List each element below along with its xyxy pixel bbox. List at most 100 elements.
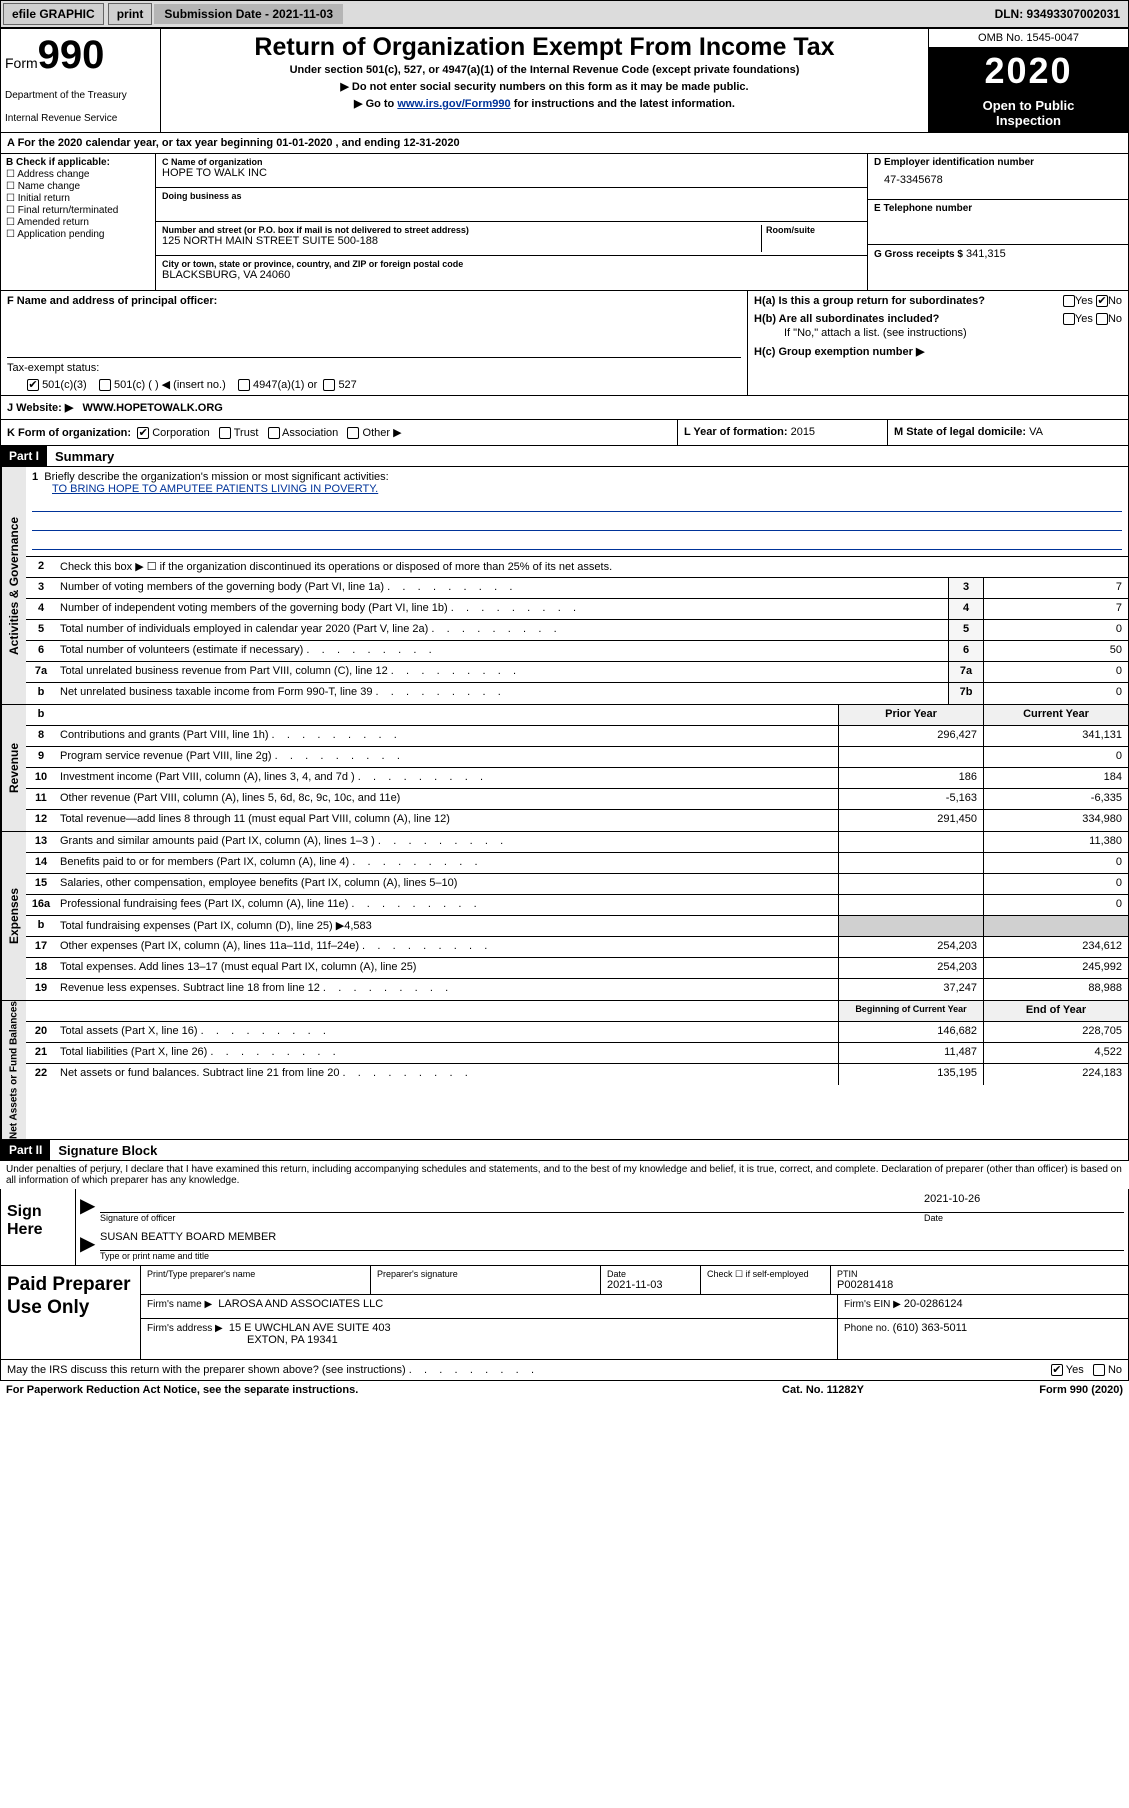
line5: 5 Total number of individuals employed i…: [26, 620, 1128, 641]
v14c: 0: [983, 853, 1128, 873]
footer: For Paperwork Reduction Act Notice, see …: [0, 1381, 1129, 1399]
chk-association[interactable]: [268, 427, 280, 439]
col-c-org-info: C Name of organization HOPE TO WALK INC …: [156, 154, 868, 290]
irs-label: Internal Revenue Service: [5, 113, 156, 124]
v13c: 11,380: [983, 832, 1128, 852]
discuss-no[interactable]: [1093, 1364, 1105, 1376]
chk-amended[interactable]: ☐ Amended return: [6, 217, 150, 228]
paid-row3: Firm's address ▶ 15 E UWCHLAN AVE SUITE …: [141, 1319, 1128, 1359]
footer-left: For Paperwork Reduction Act Notice, see …: [6, 1384, 723, 1396]
hb-yes[interactable]: [1063, 313, 1075, 325]
line22: 22 Net assets or fund balances. Subtract…: [26, 1064, 1128, 1085]
beg-year-hdr: Beginning of Current Year: [838, 1001, 983, 1021]
v10p: 186: [838, 768, 983, 788]
chk-527[interactable]: [323, 379, 335, 391]
v21c: 4,522: [983, 1043, 1128, 1063]
line6: 6 Total number of volunteers (estimate i…: [26, 641, 1128, 662]
current-year-hdr: Current Year: [983, 705, 1128, 725]
line17: 17 Other expenses (Part IX, column (A), …: [26, 937, 1128, 958]
v17c: 234,612: [983, 937, 1128, 957]
v20c: 228,705: [983, 1022, 1128, 1042]
line12: 12 Total revenue—add lines 8 through 11 …: [26, 810, 1128, 831]
line10: 10 Investment income (Part VIII, column …: [26, 768, 1128, 789]
website-value: WWW.HOPETOWALK.ORG: [83, 402, 223, 414]
n17: 17: [26, 937, 56, 957]
chk-501c[interactable]: [99, 379, 111, 391]
v4: 7: [983, 599, 1128, 619]
chk-name-change[interactable]: ☐ Name change: [6, 181, 150, 192]
hb-no[interactable]: [1096, 313, 1108, 325]
discuss-yes[interactable]: [1051, 1364, 1063, 1376]
line14: 14 Benefits paid to or for members (Part…: [26, 853, 1128, 874]
row-a-tax-year: A For the 2020 calendar year, or tax yea…: [0, 133, 1129, 154]
ha-row: H(a) Is this a group return for subordin…: [754, 295, 1122, 307]
paid-body: Print/Type preparer's name Preparer's si…: [141, 1266, 1128, 1359]
section-fh: F Name and address of principal officer:…: [0, 291, 1129, 396]
footer-mid: Cat. No. 11282Y: [723, 1384, 923, 1396]
chk-corporation[interactable]: [137, 427, 149, 439]
l14-text: Benefits paid to or for members (Part IX…: [56, 853, 838, 873]
ein-lbl: D Employer identification number: [874, 157, 1122, 168]
yes-lbl2: Yes: [1075, 313, 1093, 325]
chk-address-change[interactable]: ☐ Address change: [6, 169, 150, 180]
line13: 13 Grants and similar amounts paid (Part…: [26, 832, 1128, 853]
line15: 15 Salaries, other compensation, employe…: [26, 874, 1128, 895]
l10-text: Investment income (Part VIII, column (A)…: [56, 768, 838, 788]
l6-text: Total number of volunteers (estimate if …: [56, 641, 948, 661]
chk-application-pending[interactable]: ☐ Application pending: [6, 229, 150, 240]
submission-date: Submission Date - 2021-11-03: [154, 4, 343, 24]
header-center: Return of Organization Exempt From Incom…: [161, 29, 928, 132]
ha-yes[interactable]: [1063, 295, 1075, 307]
ha-no[interactable]: [1096, 295, 1108, 307]
discuss-no-lbl: No: [1108, 1364, 1122, 1376]
formorg-row: K Form of organization: Corporation Trus…: [0, 420, 1129, 446]
irs-link[interactable]: www.irs.gov/Form990: [397, 98, 510, 110]
room-lbl: Room/suite: [766, 225, 861, 235]
governance-tab: Activities & Governance: [1, 467, 26, 704]
n9: 9: [26, 747, 56, 767]
b7a: 7a: [948, 662, 983, 682]
tel-cell: E Telephone number: [868, 200, 1128, 246]
discuss-yes-lbl: Yes: [1066, 1364, 1084, 1376]
col-f: F Name and address of principal officer:…: [1, 291, 748, 395]
efile-button[interactable]: efile GRAPHIC: [3, 3, 104, 25]
v8c: 341,131: [983, 726, 1128, 746]
v16bp: [838, 916, 983, 936]
n19: 19: [26, 979, 56, 1000]
n4: 4: [26, 599, 56, 619]
chk-trust[interactable]: [219, 427, 231, 439]
h5v: P00281418: [837, 1279, 1122, 1291]
hc-text: H(c) Group exemption number ▶: [754, 345, 1122, 358]
l15-text: Salaries, other compensation, employee b…: [56, 874, 838, 894]
v22p: 135,195: [838, 1064, 983, 1085]
v12c: 334,980: [983, 810, 1128, 831]
line4: 4 Number of independent voting members o…: [26, 599, 1128, 620]
hb-row: H(b) Are all subordinates included? Yes …: [754, 313, 1122, 325]
h3v: 2021-11-03: [607, 1279, 694, 1291]
no-lbl: No: [1108, 295, 1122, 307]
end-year-hdr: End of Year: [983, 1001, 1128, 1021]
n5: 5: [26, 620, 56, 640]
l19-text: Revenue less expenses. Subtract line 18 …: [56, 979, 838, 1000]
firm-ein: 20-0286124: [904, 1298, 963, 1310]
chk-final-return[interactable]: ☐ Final return/terminated: [6, 205, 150, 216]
line1: 1 Briefly describe the organization's mi…: [26, 467, 1128, 557]
website-lbl: J Website: ▶: [7, 402, 73, 414]
v13p: [838, 832, 983, 852]
sig-date-lbl: Date: [924, 1213, 1124, 1223]
hb-note: If "No," attach a list. (see instruction…: [754, 327, 1122, 339]
chk-501c3[interactable]: [27, 379, 39, 391]
line11: 11 Other revenue (Part VIII, column (A),…: [26, 789, 1128, 810]
city-cell: City or town, state or province, country…: [156, 256, 867, 290]
blank-b: b: [26, 705, 56, 725]
sig-line1: 2021-10-26: [100, 1193, 1124, 1213]
tax-status-lbl: Tax-exempt status:: [7, 362, 99, 374]
b5: 5: [948, 620, 983, 640]
chk-4947[interactable]: [238, 379, 250, 391]
lbl-other: Other ▶: [363, 427, 402, 439]
chk-initial-return[interactable]: ☐ Initial return: [6, 193, 150, 204]
col-d-ein: D Employer identification number 47-3345…: [868, 154, 1128, 290]
n14: 14: [26, 853, 56, 873]
print-button[interactable]: print: [108, 3, 153, 25]
chk-other[interactable]: [347, 427, 359, 439]
